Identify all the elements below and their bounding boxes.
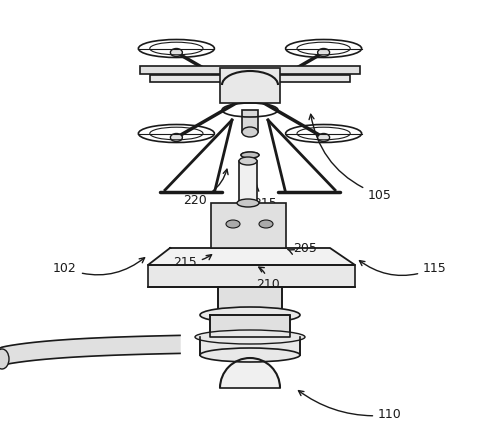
Bar: [150, 75, 350, 82]
Bar: [218, 287, 282, 315]
Ellipse shape: [170, 48, 182, 56]
Text: 110: 110: [298, 391, 402, 422]
Ellipse shape: [170, 134, 182, 142]
Bar: [140, 66, 360, 74]
Ellipse shape: [200, 348, 300, 362]
Bar: [239, 161, 257, 203]
Bar: [200, 337, 300, 355]
Bar: [220, 68, 280, 103]
Polygon shape: [220, 358, 280, 388]
Ellipse shape: [200, 307, 300, 323]
Ellipse shape: [237, 199, 259, 207]
Text: 210: 210: [256, 267, 280, 291]
Text: 105: 105: [309, 114, 392, 202]
Ellipse shape: [239, 157, 257, 165]
Text: 220: 220: [183, 169, 228, 206]
Ellipse shape: [226, 220, 240, 228]
Ellipse shape: [0, 349, 9, 369]
Text: 102: 102: [53, 258, 144, 275]
Ellipse shape: [195, 330, 305, 344]
Ellipse shape: [318, 48, 330, 56]
Text: 115: 115: [360, 261, 447, 276]
Polygon shape: [148, 248, 355, 265]
Bar: [148, 265, 355, 287]
Ellipse shape: [318, 134, 330, 142]
Text: 215: 215: [173, 255, 212, 268]
Ellipse shape: [241, 152, 259, 158]
Polygon shape: [0, 336, 180, 366]
Text: 215: 215: [251, 154, 277, 209]
Bar: [210, 315, 290, 337]
Bar: [242, 110, 258, 132]
Ellipse shape: [241, 152, 259, 158]
Ellipse shape: [242, 127, 258, 137]
Text: 205: 205: [288, 241, 317, 255]
Ellipse shape: [259, 220, 273, 228]
Bar: [211, 203, 286, 248]
